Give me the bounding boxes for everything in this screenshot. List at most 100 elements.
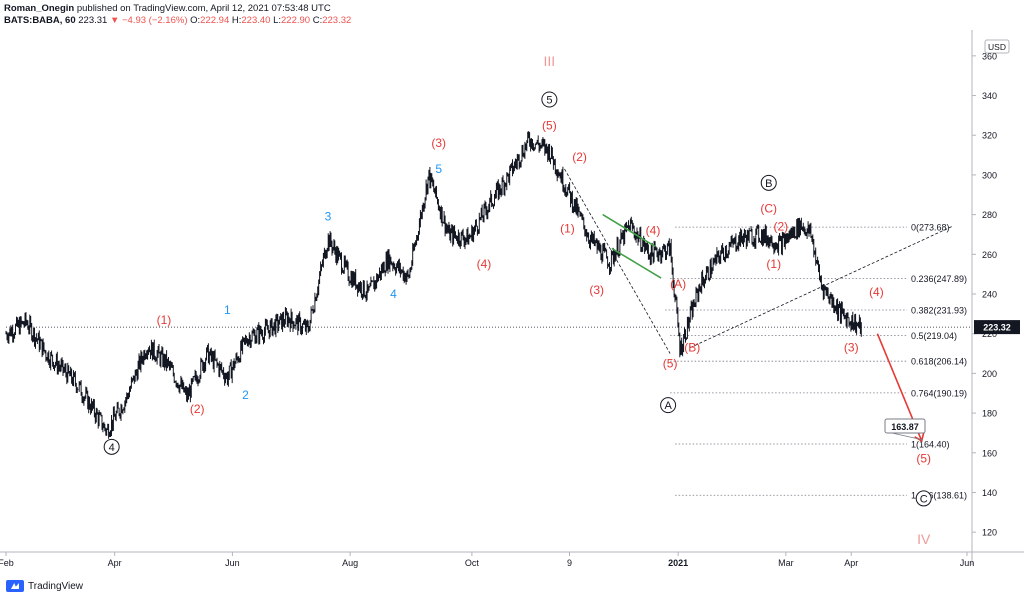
- trend-line-wave5[interactable]: [564, 168, 671, 354]
- wave-label-circle: [660, 397, 677, 414]
- wave-label: (2): [572, 150, 587, 164]
- y-tick-label: 160: [982, 448, 997, 458]
- fib-level-label: 0.764(190.19): [911, 388, 967, 398]
- author-name[interactable]: Roman_Onegin: [4, 3, 75, 14]
- trend-line-b[interactable]: [690, 226, 953, 348]
- wave-label-circle: [541, 91, 558, 108]
- wave-label: A: [664, 400, 672, 412]
- target-callout-pointer: [891, 432, 923, 441]
- chart-header: Roman_Onegin published on TradingView.co…: [4, 3, 351, 27]
- wave-label: III: [544, 53, 556, 69]
- x-tick-label: Jun: [225, 558, 240, 568]
- wave-label: 2: [242, 388, 249, 402]
- wave-label: (1): [157, 313, 172, 327]
- wave-label: (4): [646, 223, 661, 237]
- channel-upper-line[interactable]: [602, 213, 656, 248]
- fib-retracement[interactable]: 0(273.68) 0.236(247.89) 0.382(231.93) 0.5(2…: [665, 223, 967, 501]
- price-series: [5, 131, 862, 439]
- wave-label: (5): [916, 452, 931, 466]
- wave-label: (B): [684, 341, 700, 355]
- current-price-badge: [974, 320, 1020, 335]
- wave-label: (A): [670, 277, 686, 291]
- wave-label: (3): [431, 136, 446, 150]
- tradingview-logo-icon: [6, 580, 24, 592]
- wave-label: (4): [477, 257, 492, 271]
- wave-label: 1: [224, 303, 231, 317]
- wave-label: 4: [109, 442, 115, 454]
- low-value: 222.90: [281, 15, 311, 26]
- open-value: 222.94: [200, 15, 230, 26]
- wave-label: 3: [325, 210, 332, 224]
- wave-label: B: [765, 178, 772, 190]
- current-price-label: 223.32: [983, 323, 1011, 333]
- y-tick-label: 180: [982, 409, 997, 419]
- x-tick-label: Feb: [0, 558, 14, 568]
- drawings[interactable]: 163.87: [6, 168, 972, 443]
- low-label: L:: [273, 15, 282, 26]
- x-tick-label: Apr: [108, 558, 122, 568]
- wave-labels: III 5 (5) (2) (3) 5 3 4 (4) (1) 1 (2) 2 4 (1) (3) (4) (A)…: [103, 53, 932, 547]
- y-tick-label: 320: [982, 131, 997, 141]
- x-tick-label: Jun: [960, 558, 975, 568]
- wave-label: 5: [435, 162, 442, 176]
- wave-label: (1): [560, 222, 575, 236]
- close-label: C:: [312, 15, 323, 26]
- y-tick-label: 340: [982, 91, 997, 101]
- fib-level-label: 0.236(247.89): [911, 274, 967, 284]
- y-tick-label: 140: [982, 488, 997, 498]
- y-tick-label: 300: [982, 170, 997, 180]
- x-tick-label: Apr: [844, 558, 858, 568]
- publish-info: Roman_Onegin published on TradingView.co…: [4, 3, 351, 15]
- wave-label: (3): [844, 341, 859, 355]
- wave-label: (3): [589, 283, 604, 297]
- wave-label: IV: [917, 531, 931, 547]
- down-arrow-icon: ▼: [109, 15, 120, 26]
- x-tick-label: Aug: [342, 558, 358, 568]
- open-label: O:: [190, 15, 201, 26]
- currency-badge: [984, 39, 1010, 54]
- footer: TradingView: [6, 580, 83, 592]
- fib-level-label: 0.618(206.14): [911, 357, 967, 367]
- wave-label: (C): [760, 202, 777, 216]
- wave-label: (5): [663, 356, 678, 370]
- x-tick-label: 2021: [668, 558, 688, 568]
- wave-label: (4): [869, 285, 884, 299]
- target-callout-label: 163.87: [891, 422, 919, 432]
- fib-level-label: 0.5(219.04): [911, 331, 957, 341]
- close-value: 223.32: [322, 15, 352, 26]
- fib-level-label: 0.382(231.93): [911, 306, 967, 316]
- x-tick-label: Mar: [778, 558, 794, 568]
- channel-lower-line[interactable]: [611, 247, 662, 279]
- publish-text: published on TradingView.com, April 12, …: [74, 3, 331, 14]
- x-tick-label: Oct: [465, 558, 480, 568]
- price-bars: [5, 131, 862, 439]
- currency-label: USD: [988, 42, 1006, 52]
- high-value: 223.40: [241, 15, 271, 26]
- last-price: 223.31: [78, 15, 108, 26]
- y-tick-label: 260: [982, 250, 997, 260]
- symbol-info: BATS:BABA, 60 223.31 ▼ −4.93 (−2.16%) O:…: [4, 15, 351, 27]
- wave-label: (1): [766, 257, 781, 271]
- wave-label: (5): [542, 118, 557, 132]
- chart-frame: [0, 30, 1024, 565]
- brand-name[interactable]: TradingView: [28, 580, 84, 592]
- y-tick-label: 120: [982, 528, 997, 538]
- wave-label-circle: [103, 438, 120, 455]
- wave-label-circle: [760, 174, 777, 191]
- symbol-label[interactable]: BATS:BABA, 60: [4, 15, 76, 26]
- high-label: H:: [231, 15, 242, 26]
- wave-label: (2): [190, 402, 205, 416]
- target-callout[interactable]: [884, 418, 926, 434]
- wave-label: 4: [390, 287, 397, 301]
- y-tick-label: 360: [982, 51, 997, 61]
- x-tick-label: 9: [567, 558, 572, 568]
- y-tick-label: 200: [982, 369, 997, 379]
- y-tick-label: 240: [982, 290, 997, 300]
- wave-label: C: [920, 493, 928, 505]
- wave-label: (2): [773, 220, 788, 234]
- fib-level-label: 1(164.40): [911, 440, 950, 450]
- fib-level-label: 0(273.68): [911, 223, 950, 233]
- fib-level-label: 1.236(138.61): [911, 491, 967, 501]
